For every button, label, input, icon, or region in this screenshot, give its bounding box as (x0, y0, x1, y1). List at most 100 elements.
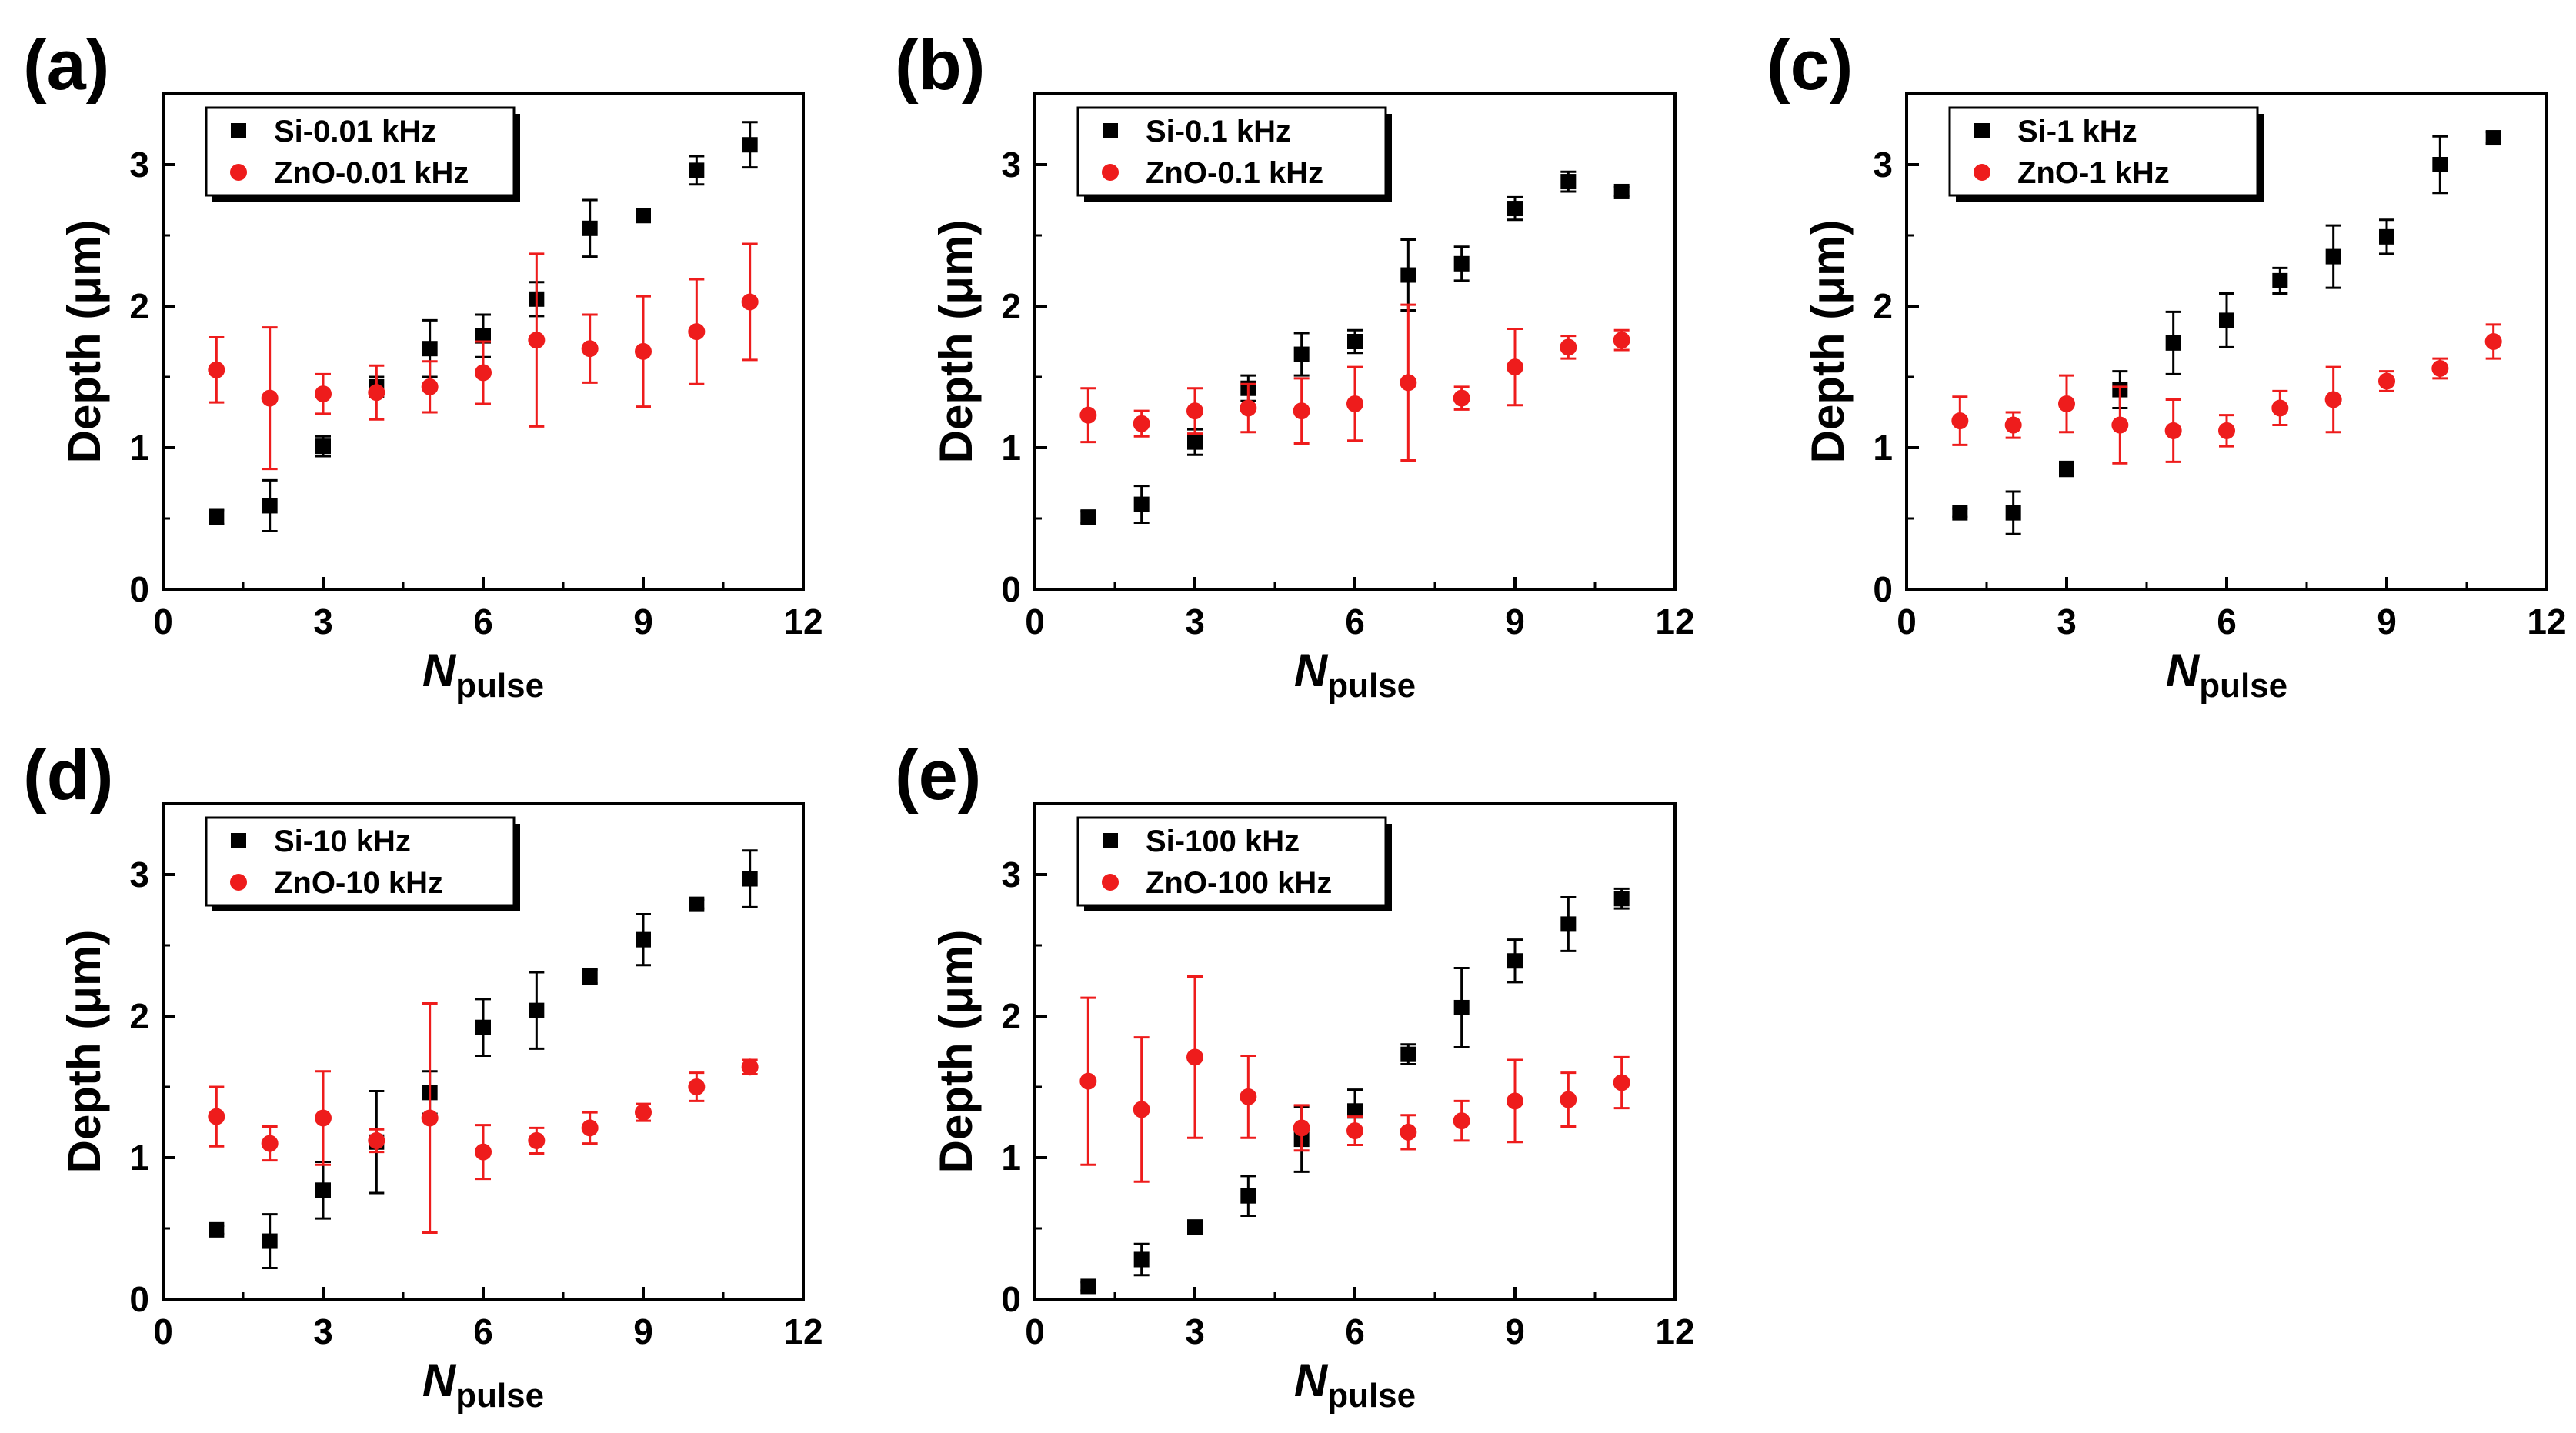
data-point-circle (2218, 422, 2235, 439)
data-point-circle (1186, 402, 1203, 420)
data-point-square (689, 896, 705, 912)
data-point-square (1400, 1046, 1416, 1062)
y-axis-label: Depth (μm) (930, 930, 982, 1174)
data-point-circle (1346, 395, 1363, 412)
legend-marker-circle (230, 874, 247, 891)
data-point-square (1453, 255, 1470, 272)
data-point-circle (1079, 1072, 1097, 1090)
data-point-square (1347, 334, 1363, 349)
y-tick-label: 3 (1873, 145, 1893, 185)
legend-marker-circle (230, 164, 247, 181)
data-point-square (1453, 999, 1470, 1015)
data-point-circle (2164, 422, 2182, 439)
y-tick-label: 3 (1001, 145, 1021, 185)
data-point-circle (1613, 332, 1630, 349)
x-tick-label: 12 (783, 602, 823, 642)
x-tick-label: 0 (153, 602, 173, 642)
x-axis-label-sub: pulse (1327, 1377, 1416, 1415)
data-point-circle (1240, 1088, 1257, 1105)
data-point-square (1133, 1251, 1150, 1268)
legend-entry: ZnO-10 kHz (274, 866, 443, 900)
x-tick-label: 6 (1345, 1311, 1365, 1351)
data-point-square (209, 1221, 225, 1238)
x-axis-label: Npulse (422, 645, 544, 705)
series-zno (1079, 975, 1630, 1183)
y-axis-label: Depth (μm) (58, 930, 110, 1174)
y-tick-label: 1 (129, 1138, 149, 1178)
legend: Si-0.01 kHz ZnO-0.01 kHz (205, 106, 520, 202)
data-point-square (475, 1019, 491, 1035)
legend-marker-circle (1102, 164, 1119, 181)
y-tick-label: 3 (129, 145, 149, 185)
data-point-circle (1507, 1092, 1523, 1110)
x-tick-label: 9 (1505, 602, 1525, 642)
x-axis-label-main: N (2166, 645, 2201, 696)
data-point-circle (581, 340, 599, 358)
x-axis-label: Npulse (2166, 645, 2287, 705)
data-point-circle (368, 384, 385, 402)
x-tick-label: 6 (473, 602, 493, 642)
data-point-square (209, 509, 225, 525)
data-point-square (529, 1002, 545, 1018)
y-tick-label: 1 (1001, 1138, 1021, 1178)
data-point-square (262, 498, 278, 514)
x-tick-label: 9 (2377, 602, 2397, 642)
legend-entry: Si-0.1 kHz (1146, 115, 1291, 148)
data-point-square (1133, 496, 1150, 512)
data-point-square (1347, 1103, 1363, 1119)
data-point-square (2059, 461, 2074, 477)
panel-label: (d) (23, 736, 113, 815)
legend-entry: Si-100 kHz (1146, 825, 1300, 858)
x-axis-label: Npulse (422, 1355, 544, 1415)
legend-entry: ZnO-100 kHz (1146, 866, 1332, 900)
x-tick-label: 6 (2217, 602, 2237, 642)
data-point-circle (1560, 1091, 1577, 1108)
legend-marker-square (1103, 123, 1118, 138)
legend-marker-square (1103, 833, 1118, 848)
series-si (1952, 130, 2501, 535)
legend: Si-100 kHz ZnO-100 kHz (1076, 816, 1392, 911)
x-tick-label: 9 (633, 1311, 653, 1351)
y-tick-label: 2 (1001, 286, 1021, 326)
series-zno (208, 1001, 759, 1235)
data-point-circle (315, 385, 332, 403)
data-point-square (1080, 1278, 1096, 1295)
data-point-square (582, 968, 598, 985)
x-axis-label-sub: pulse (2199, 667, 2287, 705)
data-point-circle (1507, 358, 1523, 376)
data-point-circle (1400, 374, 1417, 392)
data-point-square (315, 438, 331, 455)
y-tick-label: 3 (129, 855, 149, 895)
x-axis-label-sub: pulse (1327, 667, 1416, 705)
data-point-square (1400, 267, 1416, 283)
y-tick-label: 2 (1001, 996, 1021, 1036)
x-tick-label: 3 (313, 602, 333, 642)
legend-box (1076, 106, 1387, 197)
data-point-circle (2431, 359, 2449, 377)
data-point-circle (2058, 395, 2075, 412)
data-point-circle (261, 1135, 279, 1152)
x-axis-label-main: N (422, 645, 457, 696)
y-tick-label: 0 (129, 1279, 149, 1319)
data-point-square (636, 208, 651, 224)
data-point-circle (528, 332, 546, 349)
data-point-square (475, 328, 491, 344)
panel-label: (e) (895, 736, 981, 815)
x-axis-label-main: N (422, 1355, 457, 1406)
legend: Si-10 kHz ZnO-10 kHz (205, 816, 520, 911)
x-tick-label: 12 (1655, 602, 1694, 642)
data-point-square (1613, 183, 1630, 199)
data-point-square (262, 1233, 278, 1249)
x-tick-label: 0 (1025, 1311, 1045, 1351)
panel-label: (c) (1767, 26, 1853, 105)
legend-entry: ZnO-1 kHz (2017, 156, 2170, 190)
data-point-circle (741, 1058, 759, 1076)
data-point-circle (1400, 1123, 1417, 1141)
data-point-circle (741, 293, 759, 311)
y-tick-label: 2 (129, 996, 149, 1036)
data-point-square (2432, 157, 2448, 172)
